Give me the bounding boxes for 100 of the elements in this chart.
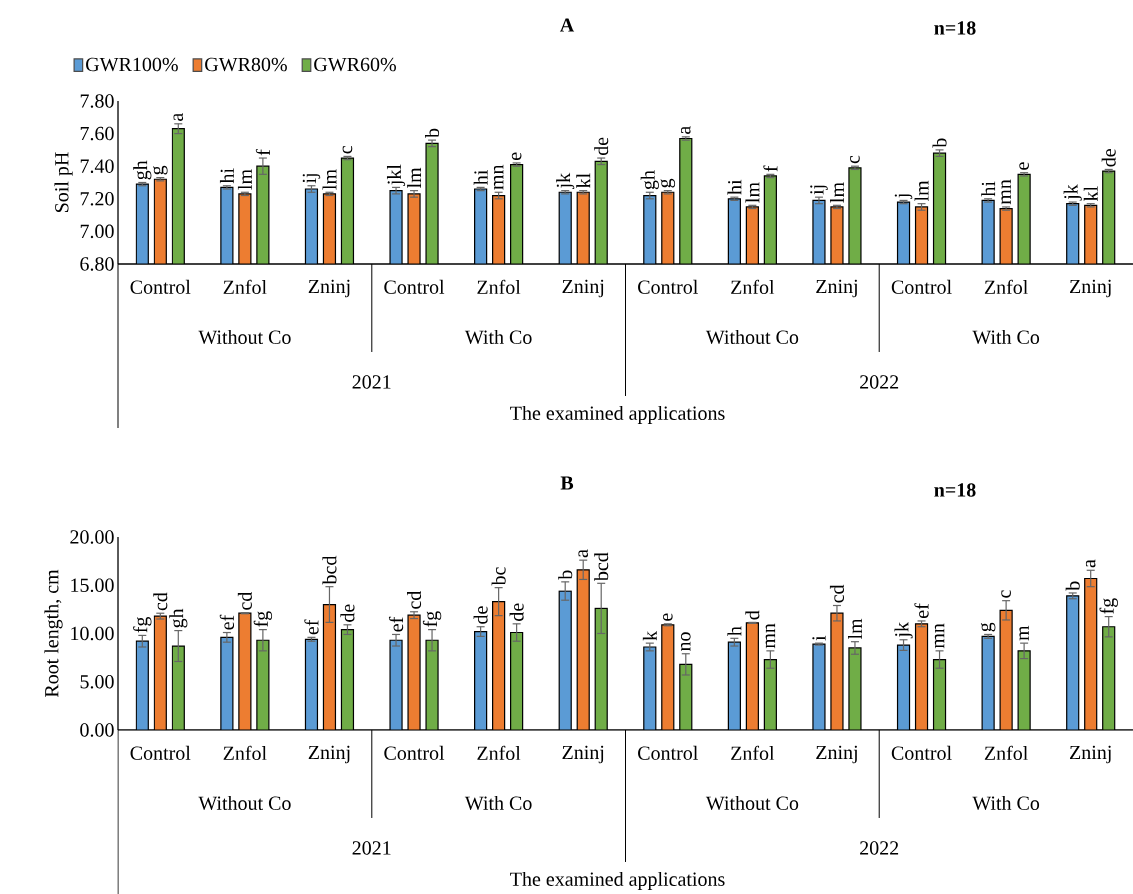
x-tick-label: Control <box>130 745 191 760</box>
data-label: fg <box>133 616 152 633</box>
data-label: lm <box>407 167 421 189</box>
data-label: g <box>153 165 168 175</box>
text: With Co <box>972 329 1040 345</box>
x-tick-label: Znfol <box>984 745 1028 761</box>
bar <box>153 615 167 730</box>
data-label: bc <box>491 567 506 586</box>
y-tick-label: 20.00 <box>70 530 114 544</box>
bar <box>1066 595 1080 730</box>
bar <box>407 614 421 730</box>
text: n=18 <box>934 21 976 35</box>
bar <box>981 635 995 730</box>
x-tick-label: Znfol <box>477 279 521 295</box>
x-tick-label: Znfol <box>223 745 267 761</box>
data-label: ef <box>219 614 235 630</box>
data-label: lm <box>848 618 862 640</box>
data-label: kl <box>576 173 591 189</box>
data-label: c <box>1001 590 1011 598</box>
data-label: a <box>1085 559 1096 568</box>
bar <box>238 612 252 730</box>
data-label: cd <box>407 590 422 609</box>
bar <box>999 609 1013 730</box>
bar <box>576 569 590 730</box>
text: Without Co <box>705 795 799 811</box>
y-tick-label: 7.40 <box>80 159 114 173</box>
x-tick-label: Zninj <box>562 279 604 298</box>
x-axis-title: The examined applications <box>510 405 725 425</box>
data-label: mn <box>1001 179 1011 205</box>
chart-title: A <box>559 18 575 32</box>
data-label: a <box>578 549 588 558</box>
bar <box>256 639 270 730</box>
data-label: de <box>1101 149 1116 167</box>
data-label: gh <box>640 170 659 190</box>
data-label: hi <box>981 181 996 197</box>
data-label: mn <box>493 164 504 190</box>
text: With Co <box>464 329 532 345</box>
y-tick-label: 6.80 <box>80 257 114 271</box>
y-tick-label: 5.00 <box>80 674 114 689</box>
data-label: kl <box>1083 186 1098 202</box>
x-tick-label: Control <box>384 745 445 760</box>
data-label: gh <box>133 160 152 180</box>
x-tick-label: Zninj <box>816 279 857 298</box>
data-label: de <box>473 606 488 624</box>
x-tick-label: Zninj <box>1069 745 1111 764</box>
text: Without Co <box>705 329 799 345</box>
bar <box>763 658 777 730</box>
bar <box>1102 626 1116 730</box>
y-tick-label: 7.80 <box>80 94 114 108</box>
data-label: fg <box>1099 598 1118 614</box>
y-tick-label: 7.60 <box>80 126 114 141</box>
bar <box>661 624 675 730</box>
x-tick-label: Zninj <box>308 745 350 764</box>
data-label: jk <box>1063 184 1082 201</box>
x-tick-label: Znfol <box>984 279 1028 295</box>
bar <box>812 643 826 730</box>
bar <box>171 645 185 730</box>
data-label: mn <box>765 623 776 649</box>
text: 2021 <box>352 841 391 855</box>
bar <box>745 622 759 730</box>
bar <box>304 638 319 730</box>
data-label: jkl <box>386 164 406 186</box>
x-tick-label: Control <box>130 279 191 294</box>
bar <box>914 623 929 730</box>
data-label: cd <box>829 584 844 603</box>
bar <box>389 639 403 730</box>
bar <box>830 612 844 730</box>
y-tick-label: 7.20 <box>80 192 114 206</box>
data-label: cd <box>237 591 252 610</box>
x-tick-label: Zninj <box>1069 279 1111 298</box>
data-label: a <box>173 113 184 121</box>
data-label: hi <box>473 170 488 185</box>
data-label: f <box>763 165 778 172</box>
y-tick-label: 7.00 <box>80 224 114 239</box>
data-label: ij <box>302 174 321 184</box>
text: Without Co <box>198 795 291 811</box>
data-label: b <box>932 138 947 148</box>
bar <box>594 607 608 730</box>
legend-label: GWR100% <box>86 57 178 72</box>
data-label: j <box>894 194 913 199</box>
x-tick-label: Zninj <box>816 745 857 764</box>
x-tick-label: Control <box>891 745 952 760</box>
y-axis-title: Root length, cm <box>44 569 63 698</box>
bar <box>135 640 149 730</box>
data-label: h <box>727 626 742 636</box>
data-label: lm <box>830 182 844 203</box>
data-label: bcd <box>322 555 337 585</box>
data-label: mn <box>934 623 945 649</box>
data-label: de <box>594 137 609 156</box>
bar <box>727 641 741 730</box>
data-label: de <box>509 603 524 621</box>
data-label: m <box>1019 625 1029 641</box>
data-label: b <box>425 128 440 138</box>
x-tick-label: Control <box>638 279 698 294</box>
bar <box>510 631 524 730</box>
data-label: c <box>342 145 353 154</box>
data-label: jk <box>556 172 575 190</box>
text: n=18 <box>934 483 976 497</box>
x-axis-title: The examined applications <box>510 871 725 891</box>
y-axis-title: Soil pH <box>54 152 73 212</box>
